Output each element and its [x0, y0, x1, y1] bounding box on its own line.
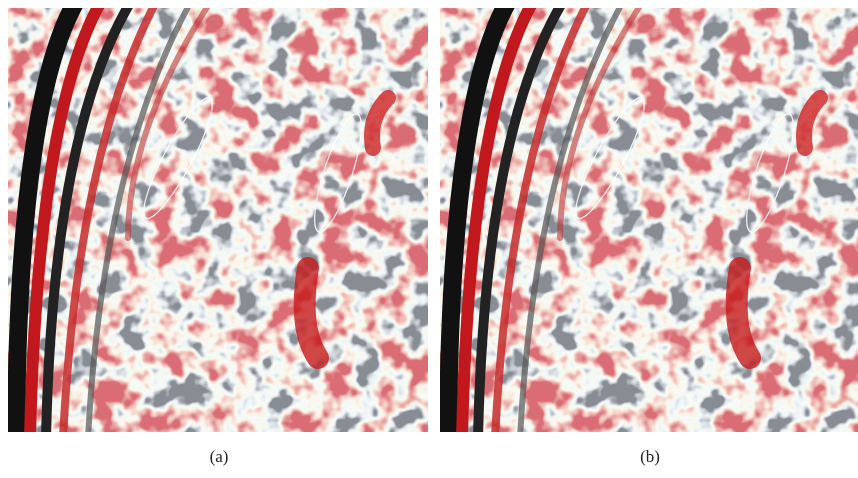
- panel-caption: (a): [210, 447, 229, 466]
- panel-image: [8, 0, 428, 438]
- figure: (a) (b): [0, 0, 858, 473]
- panel-caption: (b): [640, 447, 660, 466]
- panel-image: [440, 0, 858, 438]
